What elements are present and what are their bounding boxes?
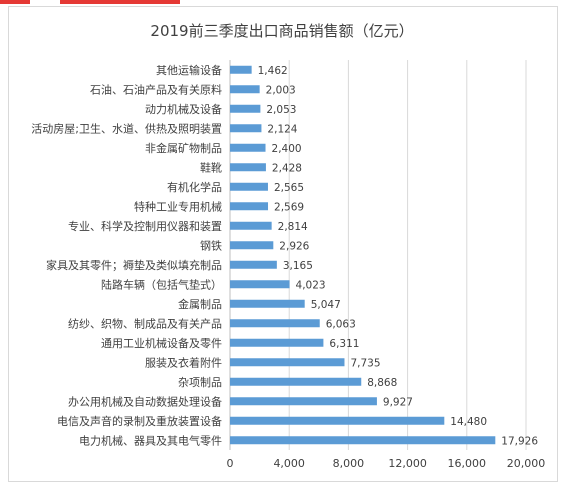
data-label: 2,569 <box>274 201 304 213</box>
data-label: 2,124 <box>267 123 297 135</box>
category-label: 动力机械及设备 <box>145 102 222 116</box>
bar <box>230 163 266 172</box>
data-label: 8,868 <box>367 377 397 389</box>
bar <box>230 221 272 230</box>
bar <box>230 280 290 289</box>
x-tick-label: 12,000 <box>388 457 427 470</box>
category-label: 非金属矿物制品 <box>145 141 222 155</box>
bar <box>230 143 266 152</box>
bar <box>230 65 252 74</box>
x-tick-label: 20,000 <box>507 457 546 470</box>
data-label: 7,735 <box>350 357 380 369</box>
category-label: 鞋靴 <box>200 160 222 174</box>
data-label: 2,428 <box>272 162 302 174</box>
x-tick-label: 4,000 <box>273 457 305 470</box>
category-label: 特种工业专用机械 <box>134 199 222 213</box>
category-label: 电力机械、器具及其电气零件 <box>79 433 222 447</box>
category-label: 陆路车辆（包括气垫式） <box>101 277 222 291</box>
bar <box>230 416 445 425</box>
x-tick-label: 16,000 <box>448 457 487 470</box>
data-label: 6,311 <box>329 338 359 350</box>
bar <box>230 241 274 250</box>
bar <box>230 202 269 211</box>
bar <box>230 85 260 94</box>
category-label: 有机化学品 <box>167 180 222 194</box>
data-label: 2,814 <box>278 221 308 233</box>
bar <box>230 124 262 133</box>
data-label: 5,047 <box>311 299 341 311</box>
category-label: 通用工业机械设备及零件 <box>101 336 222 350</box>
category-label: 石油、石油产品及有关原料 <box>90 82 222 96</box>
category-label: 金属制品 <box>178 297 222 311</box>
x-tick-label: 8,000 <box>333 457 365 470</box>
data-label: 6,063 <box>326 318 356 330</box>
bar <box>230 397 377 406</box>
data-label: 1,462 <box>258 65 288 77</box>
data-label: 2,565 <box>274 182 304 194</box>
chart-title: 2019前三季度出口商品销售额（亿元） <box>150 22 414 40</box>
bar <box>230 319 320 328</box>
bar <box>230 436 496 445</box>
bar <box>230 104 261 113</box>
data-label: 9,927 <box>383 396 413 408</box>
category-label: 杂项制品 <box>178 376 222 389</box>
category-label: 办公用机械及自动数据处理设备 <box>68 394 222 408</box>
bar <box>230 260 277 269</box>
bar <box>230 338 324 347</box>
data-label: 14,480 <box>450 416 487 428</box>
bar <box>230 182 268 191</box>
data-label: 2,003 <box>266 84 296 96</box>
category-label: 专业、科学及控制用仪器和装置 <box>68 219 222 233</box>
category-label: 服装及衣着附件 <box>145 355 222 369</box>
bar <box>230 377 362 386</box>
data-label: 4,023 <box>296 279 326 291</box>
data-label: 3,165 <box>283 260 313 272</box>
bar <box>230 299 305 308</box>
data-label: 17,926 <box>501 435 538 447</box>
data-label: 2,926 <box>279 240 309 252</box>
category-label: 家具及其零件；褥垫及类似填充制品 <box>46 258 222 272</box>
category-label: 活动房屋;卫生、水道、供热及照明装置 <box>31 121 222 135</box>
category-label: 纺纱、织物、制成品及有关产品 <box>68 316 222 330</box>
category-label: 钢铁 <box>200 239 222 252</box>
category-label: 电信及声音的录制及重放装置设备 <box>57 414 222 428</box>
chart-border <box>8 6 558 482</box>
bar <box>230 358 345 367</box>
data-label: 2,053 <box>266 104 296 116</box>
cropped-header-strip <box>0 0 564 4</box>
x-tick-label: 0 <box>227 457 234 470</box>
category-label: 其他运输设备 <box>156 63 222 77</box>
data-label: 2,400 <box>272 143 302 155</box>
